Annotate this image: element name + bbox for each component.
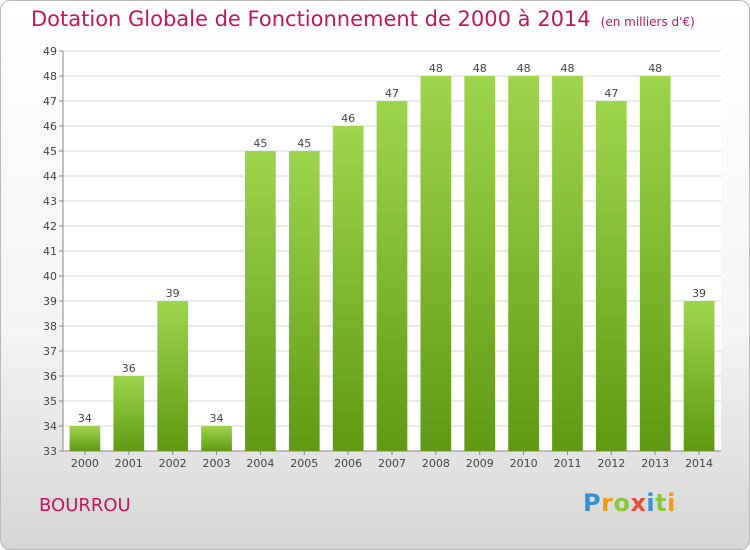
x-tick-label: 2008	[422, 457, 450, 470]
y-tick-label: 47	[43, 95, 57, 108]
bar	[245, 151, 276, 451]
y-tick-label: 49	[43, 45, 57, 58]
data-label: 47	[385, 87, 399, 100]
title-text: Dotation Globale de Fonctionnement de 20…	[31, 7, 591, 31]
labels: 33 34 35 36 37 38 39 40 41 42 43 44 45 46 47 48 49 34 2000…	[43, 45, 713, 470]
y-tick-label: 36	[43, 370, 57, 383]
y-tick-label: 40	[43, 270, 57, 283]
x-tick-label: 2007	[378, 457, 406, 470]
x-tick-label: 2011	[553, 457, 581, 470]
bars	[69, 76, 715, 451]
data-label: 36	[122, 362, 136, 375]
data-label: 48	[429, 62, 443, 75]
y-tick-label: 37	[43, 345, 57, 358]
bar	[69, 426, 101, 451]
y-tick-label: 44	[43, 170, 57, 183]
y-tick-label: 41	[43, 245, 57, 258]
y-tick-label: 35	[43, 395, 57, 408]
bar	[595, 101, 627, 451]
commune-name: BOURROU	[39, 495, 131, 516]
y-tick-label: 33	[43, 445, 57, 458]
bar	[288, 151, 320, 451]
y-tick-label: 38	[43, 320, 57, 333]
data-label: 34	[78, 412, 92, 425]
brand-letter: o	[613, 489, 631, 517]
brand-letter: r	[601, 489, 614, 517]
x-tick-label: 2001	[115, 457, 143, 470]
bar	[332, 126, 364, 451]
y-tick-label: 39	[43, 295, 57, 308]
bar	[201, 426, 232, 451]
y-tick-label: 48	[43, 70, 57, 83]
x-tick-label: 2009	[466, 457, 494, 470]
x-tick-label: 2012	[597, 457, 625, 470]
bar	[157, 301, 189, 451]
bar	[420, 76, 452, 451]
brand-letter: P	[583, 489, 602, 517]
bar	[376, 101, 408, 451]
data-label: 48	[517, 62, 531, 75]
data-label: 45	[253, 137, 267, 150]
x-tick-label: 2000	[71, 457, 99, 470]
bar	[464, 76, 496, 451]
data-label: 39	[166, 287, 180, 300]
bar	[552, 76, 583, 451]
brand-letter: x	[630, 489, 647, 517]
x-tick-label: 2002	[159, 457, 187, 470]
x-tick-label: 2005	[290, 457, 318, 470]
bar	[508, 76, 539, 451]
x-tick-label: 2006	[334, 457, 362, 470]
data-label: 45	[297, 137, 311, 150]
y-tick-label: 42	[43, 220, 57, 233]
data-label: 34	[210, 412, 224, 425]
data-label: 46	[341, 112, 355, 125]
bar	[683, 301, 715, 451]
bar	[639, 76, 671, 451]
x-tick-label: 2004	[246, 457, 274, 470]
y-tick-label: 45	[43, 145, 57, 158]
brand-logo: Proxiti	[583, 489, 676, 517]
y-tick-label: 43	[43, 195, 57, 208]
data-label: 47	[604, 87, 618, 100]
x-tick-label: 2003	[203, 457, 231, 470]
brand-letter: t	[655, 489, 668, 517]
x-tick-label: 2010	[510, 457, 538, 470]
brand-letter: i	[667, 489, 676, 517]
brand-letter: i	[646, 489, 656, 517]
x-tick-label: 2013	[641, 457, 669, 470]
bar	[113, 376, 145, 451]
y-tick-label: 46	[43, 120, 57, 133]
chart-title: Dotation Globale de Fonctionnement de 20…	[31, 7, 695, 31]
data-label: 48	[560, 62, 574, 75]
data-label: 48	[648, 62, 662, 75]
x-tick-label: 2014	[685, 457, 713, 470]
data-label: 39	[692, 287, 706, 300]
y-tick-label: 34	[43, 420, 57, 433]
data-label: 48	[473, 62, 487, 75]
chart-subtitle: (en milliers d'€)	[600, 15, 695, 29]
